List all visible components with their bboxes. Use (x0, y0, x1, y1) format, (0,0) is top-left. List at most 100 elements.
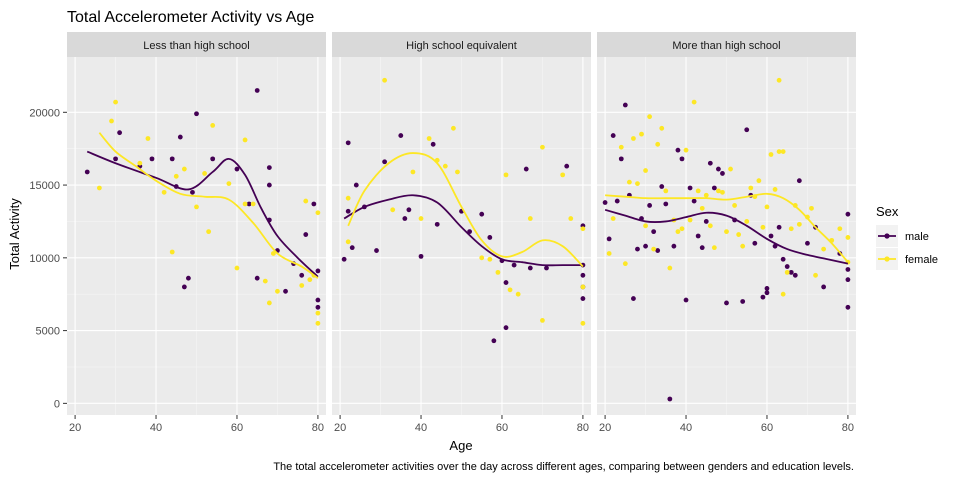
point-female (270, 251, 276, 256)
point-male (402, 216, 408, 221)
point-female (137, 160, 143, 166)
point-female (206, 229, 212, 235)
point-male (430, 141, 436, 147)
point-male (479, 211, 485, 217)
point-female (540, 144, 545, 150)
point-female (418, 216, 424, 221)
legend-key-point (884, 256, 890, 262)
point-female (768, 152, 774, 157)
point-male (418, 253, 424, 259)
smooth-line-female (605, 192, 849, 263)
chart-caption: The total accelerometer activities over … (273, 461, 854, 473)
point-male (610, 133, 616, 138)
point-male (491, 338, 497, 344)
point-male (780, 256, 786, 262)
point-female (631, 136, 636, 141)
point-female (776, 77, 782, 83)
point-female (740, 243, 746, 249)
point-male (315, 268, 321, 274)
point-male (299, 272, 305, 278)
point-male (406, 207, 412, 213)
point-male (511, 262, 517, 268)
point-female (724, 229, 729, 235)
facet-label: High school equivalent (406, 40, 517, 52)
point-female (659, 125, 665, 131)
point-male (234, 166, 240, 172)
point-male (724, 300, 729, 306)
facet-label: More than high school (672, 40, 780, 52)
point-female (382, 77, 388, 83)
point-male (687, 185, 693, 191)
point-female (410, 169, 416, 175)
facet-strip (597, 32, 856, 57)
point-male (181, 284, 187, 290)
point-male (523, 166, 529, 172)
point-male (169, 156, 175, 162)
point-female (202, 171, 207, 176)
point-female (691, 99, 697, 105)
point-male (149, 156, 155, 162)
point-male (398, 133, 404, 138)
point-female (145, 136, 151, 141)
point-female (679, 226, 685, 232)
point-male (117, 130, 123, 136)
point-male (374, 248, 379, 253)
x-tick-label: 80 (312, 422, 324, 434)
point-female (784, 269, 790, 275)
point-male (647, 203, 653, 208)
point-male (703, 219, 709, 224)
point-female (663, 188, 669, 194)
point-female (780, 291, 786, 297)
x-tick-label: 20 (599, 422, 611, 434)
point-male (503, 280, 509, 285)
point-female (266, 300, 272, 306)
point-male (84, 169, 90, 175)
point-female (813, 272, 818, 278)
point-male (805, 240, 810, 246)
point-male (315, 304, 321, 310)
point-female (226, 181, 232, 187)
point-male (618, 156, 624, 162)
point-male (349, 245, 355, 251)
point-female (720, 189, 725, 195)
point-male (845, 267, 851, 272)
point-female (707, 223, 713, 229)
point-female (756, 178, 762, 184)
point-male (254, 88, 260, 93)
point-female (606, 251, 612, 256)
point-female (580, 284, 586, 290)
point-female (651, 246, 657, 252)
legend-keys: male female (876, 225, 938, 270)
point-male (311, 201, 317, 207)
point-female (760, 224, 766, 230)
legend: Sex male female (876, 204, 938, 270)
point-female (643, 168, 648, 173)
point-female (618, 144, 624, 150)
point-female (315, 320, 321, 326)
point-male (760, 294, 766, 300)
point-male (752, 240, 758, 246)
point-male (345, 208, 351, 214)
point-male (266, 165, 272, 171)
point-male (614, 198, 620, 204)
point-female (113, 99, 118, 105)
point-male (606, 236, 612, 242)
point-female (622, 261, 628, 267)
point-male (764, 285, 770, 291)
point-male (580, 272, 586, 278)
point-female (495, 269, 501, 275)
legend-label-male: male (905, 231, 929, 243)
point-female (455, 169, 460, 175)
point-female (345, 195, 351, 201)
y-axis-title: Total Activity (7, 198, 22, 270)
point-female (234, 265, 240, 271)
point-male (776, 224, 782, 230)
point-male (691, 198, 697, 204)
point-female (667, 265, 673, 271)
chart-title: Total Accelerometer Activity vs Age (67, 9, 314, 26)
point-female (242, 201, 248, 207)
point-male (720, 171, 725, 176)
point-female (764, 204, 770, 210)
point-female (580, 320, 586, 326)
point-male (792, 272, 798, 278)
